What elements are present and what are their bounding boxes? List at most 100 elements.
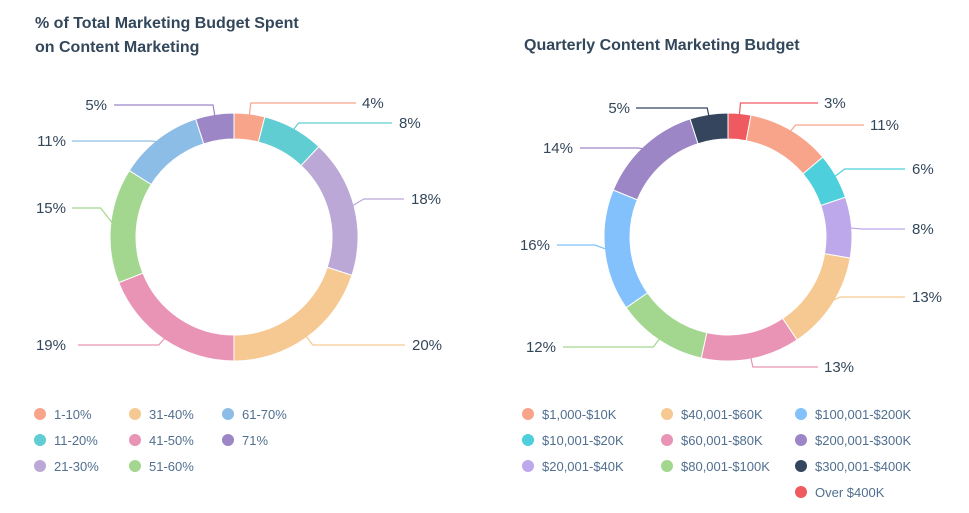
legend-swatch [522,460,534,472]
chart1-title: % of Total Marketing Budget Spent on Con… [35,12,335,60]
chart1-legend-item[interactable]: 41-50% [129,433,194,449]
chart2-slice-4[interactable] [820,196,853,259]
chart2-legend-item[interactable]: Over $400K [795,485,884,501]
chart1-title-line-1: % of Total Marketing Budget Spent [35,15,299,32]
chart2-slice-6[interactable] [700,317,798,362]
legend-label: $20,001-$40K [542,459,624,474]
legend-swatch [129,434,141,446]
chart2-leader-line-8 [557,244,609,251]
legend-swatch [522,434,534,446]
legend-label: $60,001-$80K [681,433,763,448]
chart2-leader-line-5 [828,296,905,303]
chart1-slice-8[interactable] [195,112,235,145]
chart1-legend-item[interactable]: 61-70% [222,407,287,423]
chart1-leader-line-2 [291,122,392,133]
chart2-data-label-10: 5% [608,100,630,117]
chart2-data-label-5: 13% [912,289,942,306]
chart2-title: Quarterly Content Marketing Budget [524,34,924,58]
chart1-leader-line-4 [304,333,405,346]
chart2-leader-line-4 [847,227,905,230]
chart2-leader-line-1 [738,102,818,118]
chart2-legend-item[interactable]: $300,001-$400K [795,459,911,475]
chart1-data-label-6: 15% [36,200,66,217]
legend-label: $10,001-$20K [542,433,624,448]
chart1-data-label-7: 11% [37,133,66,150]
chart2-data-label-3: 6% [912,161,934,178]
chart1-data-label-3: 18% [411,191,441,208]
chart2-legend-item[interactable]: $10,001-$20K [522,433,624,449]
legend-label: $40,001-$60K [681,407,763,422]
chart2-slice-8[interactable] [603,189,649,309]
chart1-slice-5[interactable] [118,272,235,362]
chart1-data-label-2: 8% [399,115,421,132]
legend-label: 21-30% [54,459,99,474]
legend-swatch [795,408,807,420]
chart1-data-label-1: 4% [362,95,384,112]
chart2-data-label-6: 13% [824,359,854,376]
chart1-slice-3[interactable] [300,145,359,276]
chart2-legend-item[interactable]: $60,001-$80K [661,433,763,449]
chart1-leader-line-6 [72,207,116,227]
legend-label: 11-20% [54,433,98,448]
chart2-data-label-9: 14% [543,140,573,157]
legend-swatch [661,460,673,472]
chart1-title-line-2: on Content Marketing [35,39,200,56]
chart1-legend-item[interactable]: 21-30% [34,459,99,475]
legend-swatch [522,408,534,420]
legend-label: 41-50% [149,433,194,448]
legend-label: 51-60% [149,459,194,474]
chart1-data-label-8: 5% [85,97,107,114]
chart1-legend-item[interactable]: 11-20% [34,433,98,449]
chart1-legend-item[interactable]: 1-10% [34,407,92,423]
chart1-leader-line-8 [114,104,216,119]
chart1-leader-line-1 [248,102,356,119]
legend-swatch [129,408,141,420]
chart2-legend-item[interactable]: $40,001-$60K [661,407,763,423]
chart2-data-label-1: 3% [824,95,846,112]
chart2-title-line-1: Quarterly Content Marketing Budget [524,37,800,54]
chart1-legend-item[interactable]: 51-60% [129,459,194,475]
chart2-leader-line-10 [636,107,710,119]
legend-swatch [795,434,807,446]
chart2-leader-line-3 [832,168,905,179]
legend-swatch [222,434,234,446]
chart1-leader-line-3 [349,198,404,208]
chart2-data-label-2: 11% [870,117,899,134]
chart2-legend-item[interactable]: $1,000-$10K [522,407,616,423]
legend-swatch [34,408,46,420]
chart2-slice-2[interactable] [745,114,824,175]
chart1-slice-7[interactable] [128,118,205,186]
chart2-legend-item[interactable]: $20,001-$40K [522,459,624,475]
chart2-slice-9[interactable] [612,118,699,201]
chart1-leader-line-7 [72,140,161,143]
chart1-legend-item[interactable]: 31-40% [129,407,194,423]
chart1-slice-6[interactable] [109,169,152,284]
chart1-data-label-5: 19% [36,337,66,354]
chart1-data-label-4: 20% [412,337,442,354]
chart1-leader-line-5 [78,335,167,346]
chart2-legend-item[interactable]: $200,001-$300K [795,433,911,449]
chart2-legend-item[interactable]: $100,001-$200K [795,407,911,423]
legend-swatch [34,460,46,472]
chart1-legend-item[interactable]: 71% [222,433,268,449]
legend-swatch [661,408,673,420]
chart2-slice-10[interactable] [689,112,729,145]
legend-label: 1-10% [54,407,92,422]
legend-swatch [795,460,807,472]
chart2-legend-item[interactable]: $80,001-$100K [661,459,770,475]
legend-swatch [222,408,234,420]
chart2-leader-line-7 [563,336,662,348]
chart2-data-label-8: 16% [520,237,550,254]
legend-swatch [129,460,141,472]
legend-swatch [34,434,46,446]
chart1-slice-4[interactable] [233,266,353,362]
legend-swatch [661,434,673,446]
chart2-leader-line-2 [788,124,864,134]
chart2-data-label-7: 12% [526,339,556,356]
chart2-slice-7[interactable] [625,292,708,359]
legend-swatch [795,486,807,498]
chart2-data-label-4: 8% [912,221,934,238]
legend-label: $300,001-$400K [815,459,912,474]
legend-label: $200,001-$300K [815,433,912,448]
